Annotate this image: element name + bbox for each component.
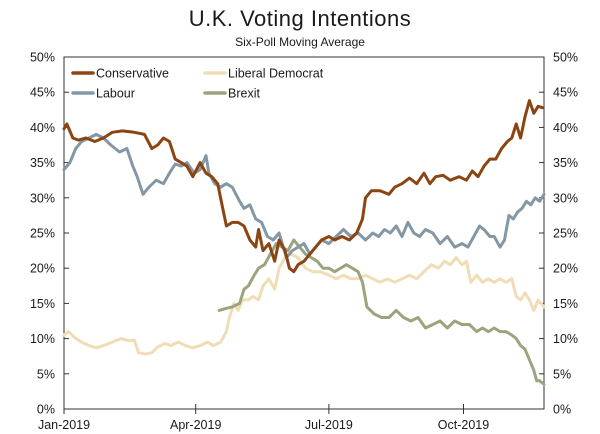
y-tick-label-left: 45% bbox=[30, 86, 55, 100]
y-tick-label-left: 10% bbox=[30, 332, 55, 346]
y-tick-label-left: 20% bbox=[30, 262, 55, 276]
y-tick-label-left: 40% bbox=[30, 121, 55, 135]
y-tick-label-right: 0% bbox=[553, 403, 571, 417]
y-tick-label-left: 30% bbox=[30, 191, 55, 205]
legend-label-liberal-democrat: Liberal Democrat bbox=[228, 67, 324, 81]
y-tick-label-right: 5% bbox=[553, 367, 571, 381]
y-tick-label-right: 20% bbox=[553, 262, 578, 276]
legend-label-brexit: Brexit bbox=[228, 87, 260, 101]
y-axis-left: 0% 5% 10% 15% 20% 25% 30% 35% 40% 45% 50% bbox=[30, 51, 69, 417]
y-tick-label-right: 30% bbox=[553, 191, 578, 205]
x-axis: Jan-2019 Apr-2019 Jul-2019 Oct-2019 bbox=[38, 404, 489, 432]
y-tick-label-left: 5% bbox=[37, 367, 55, 381]
x-tick-label: Apr-2019 bbox=[170, 418, 221, 432]
legend-label-labour: Labour bbox=[96, 87, 135, 101]
y-tick-label-right: 40% bbox=[553, 121, 578, 135]
y-tick-label-right: 50% bbox=[553, 51, 578, 65]
y-tick-label-left: 50% bbox=[30, 51, 55, 65]
y-tick-label-right: 35% bbox=[553, 156, 578, 170]
series-lines bbox=[62, 99, 546, 386]
y-tick-label-right: 25% bbox=[553, 227, 578, 241]
y-tick-label-left: 15% bbox=[30, 297, 55, 311]
legend: Conservative Labour Liberal Democrat Brexit bbox=[71, 67, 324, 101]
legend-label-conservative: Conservative bbox=[96, 67, 169, 81]
y-tick-label-right: 45% bbox=[553, 86, 578, 100]
x-tick-label: Oct-2019 bbox=[438, 418, 489, 432]
x-tick-label: Jan-2019 bbox=[38, 418, 90, 432]
y-tick-label-right: 15% bbox=[553, 297, 578, 311]
y-tick-label-left: 35% bbox=[30, 156, 55, 170]
chart-subtitle: Six-Poll Moving Average bbox=[235, 35, 365, 49]
series-line-liberal-democrat bbox=[62, 252, 546, 356]
plot-frame bbox=[63, 56, 545, 410]
y-tick-label-left: 0% bbox=[37, 403, 55, 417]
x-tick-label: Jul-2019 bbox=[305, 418, 353, 432]
series-line-brexit bbox=[217, 238, 546, 386]
y-tick-label-left: 25% bbox=[30, 227, 55, 241]
series-line-labour bbox=[62, 132, 546, 260]
plot-area-border bbox=[63, 56, 545, 410]
chart-title: U.K. Voting Intentions bbox=[188, 6, 412, 31]
y-axis-right: 0% 5% 10% 15% 20% 25% 30% 35% 40% 45% 50% bbox=[539, 51, 578, 417]
y-tick-label-right: 10% bbox=[553, 332, 578, 346]
series-line-conservative bbox=[62, 99, 544, 274]
